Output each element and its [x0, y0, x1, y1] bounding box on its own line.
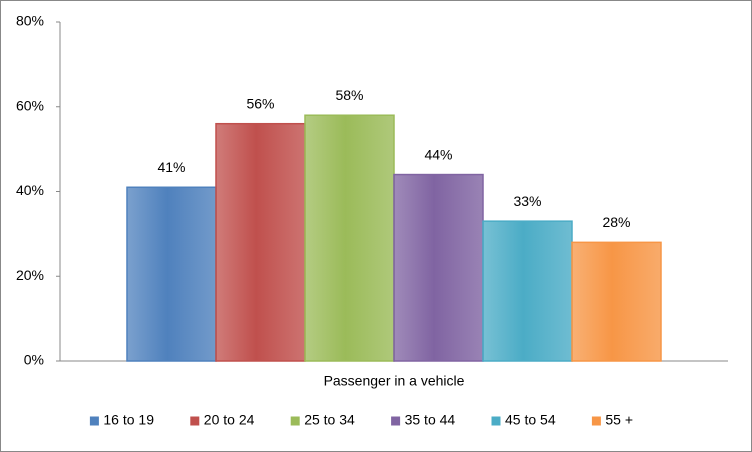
bar: [126, 186, 217, 362]
legend-label: 16 to 19: [103, 412, 154, 428]
bar: [571, 241, 662, 362]
legend-label: 35 to 44: [405, 412, 456, 428]
data-label: 28%: [602, 214, 630, 230]
bar: [393, 173, 484, 362]
bar: [482, 220, 573, 362]
bar: [304, 114, 395, 362]
legend-swatch: [290, 416, 300, 426]
y-tick-label: 0%: [24, 352, 44, 368]
legend-swatch: [391, 416, 401, 426]
x-tick-label: Passenger in a vehicle: [324, 373, 465, 389]
data-label: 41%: [157, 159, 185, 175]
legend-label: 55 +: [605, 412, 633, 428]
legend-swatch: [89, 416, 99, 426]
data-label: 44%: [424, 146, 452, 162]
legend-label: 20 to 24: [204, 412, 255, 428]
y-tick-label: 40%: [16, 182, 44, 198]
legend-label: 45 to 54: [505, 412, 556, 428]
legend-swatch: [491, 416, 501, 426]
y-tick-label: 20%: [16, 267, 44, 283]
y-tick-label: 60%: [16, 97, 44, 113]
y-tick-label: 80%: [16, 13, 44, 29]
legend-swatch: [591, 416, 601, 426]
data-label: 58%: [335, 87, 363, 103]
legend-label: 25 to 34: [304, 412, 355, 428]
data-label: 33%: [513, 193, 541, 209]
bar: [215, 122, 306, 362]
data-label: 56%: [246, 95, 274, 111]
legend-swatch: [190, 416, 200, 426]
